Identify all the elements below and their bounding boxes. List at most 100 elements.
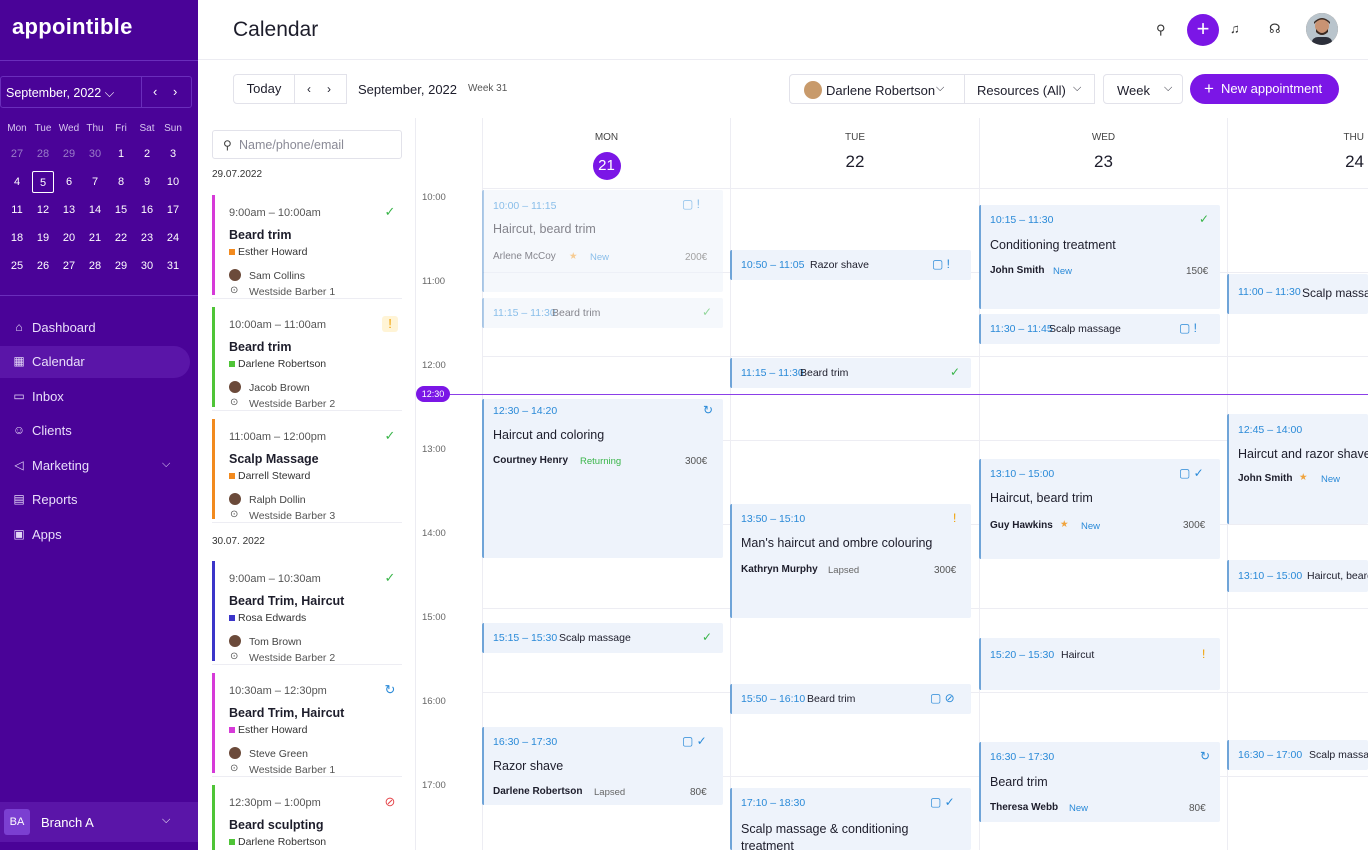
event-card[interactable]: 11:15 – 11:30 Beard trim ✓: [730, 358, 971, 388]
chevron-left-icon[interactable]: ‹: [307, 82, 311, 96]
event-card[interactable]: 15:15 – 15:30 Scalp massage ✓: [482, 623, 723, 653]
card-time: 12:30pm – 1:00pm: [229, 797, 321, 809]
appointment-card[interactable]: 11:00am – 12:00pm ✓ Scalp Massage Darrell S…: [212, 419, 402, 523]
search-icon[interactable]: ⚲: [1156, 22, 1166, 37]
card-client: Jacob Brown: [249, 382, 310, 394]
mini-calendar-day[interactable]: 16: [140, 204, 154, 216]
nav-marketing[interactable]: ◁ Marketing ⌵: [0, 450, 190, 482]
appointment-card[interactable]: 9:00am – 10:30am ✓ Beard Trim, Haircut Rosa…: [212, 561, 402, 665]
event-card[interactable]: 13:50 – 15:10 ! Man's haircut and ombre …: [730, 504, 971, 618]
mini-month-select[interactable]: September, 2022 ⌵: [6, 86, 114, 101]
event-card[interactable]: 15:20 – 15:30 Haircut !: [979, 638, 1220, 690]
nav-apps[interactable]: ▣ Apps: [0, 519, 190, 551]
app-logo[interactable]: appointible: [12, 14, 133, 39]
mini-calendar-day[interactable]: 20: [62, 232, 76, 244]
nav-inbox[interactable]: ▭ Inbox: [0, 381, 190, 413]
mini-calendar-day[interactable]: 3: [169, 148, 177, 160]
mini-calendar-day[interactable]: 1: [117, 148, 125, 160]
mini-calendar-day[interactable]: 30: [140, 260, 154, 272]
mini-calendar-day[interactable]: 2: [143, 148, 151, 160]
event-card[interactable]: 11:30 – 11:45 Scalp massage ▢ !: [979, 314, 1220, 344]
mini-calendar-day[interactable]: 13: [62, 204, 76, 216]
mini-calendar-day[interactable]: 26: [36, 260, 50, 272]
mini-calendar-day[interactable]: 29: [62, 148, 76, 160]
mini-calendar-day[interactable]: 31: [166, 260, 180, 272]
add-button[interactable]: +: [1187, 14, 1219, 46]
mini-calendar-day[interactable]: 8: [117, 176, 125, 188]
event-time: 16:30 – 17:30: [493, 736, 558, 748]
mini-calendar-day[interactable]: 25: [10, 260, 24, 272]
divider: [0, 295, 198, 296]
headset-icon[interactable]: ☊: [1269, 21, 1281, 36]
event-card[interactable]: 16:30 – 17:00 Scalp massage: [1227, 740, 1368, 770]
appointment-card[interactable]: 12:30pm – 1:00pm ⊘ Beard sculpting Darlene …: [212, 785, 402, 850]
nav-calendar[interactable]: ▦ Calendar: [0, 346, 190, 378]
mini-calendar-day[interactable]: 30: [88, 148, 102, 160]
mini-calendar-day[interactable]: 17: [166, 204, 180, 216]
mini-calendar-day[interactable]: 14: [88, 204, 102, 216]
event-card[interactable]: 12:45 – 14:00 Haircut and razor shave Jo…: [1227, 414, 1368, 524]
view-select[interactable]: Week ⌵: [1103, 74, 1183, 104]
mini-calendar-day[interactable]: 6: [65, 176, 73, 188]
location-pin-icon: ⊙: [230, 509, 239, 520]
mini-calendar-day[interactable]: 9: [143, 176, 151, 188]
mini-calendar-day[interactable]: 24: [166, 232, 180, 244]
mini-calendar-day[interactable]: 7: [91, 176, 99, 188]
resources-select[interactable]: Resources (All) ⌵: [965, 74, 1095, 104]
appointment-card[interactable]: 10:00am – 11:00am! Beard trim Darlene Robe…: [212, 307, 402, 411]
mini-calendar-day[interactable]: 22: [114, 232, 128, 244]
branch-selector[interactable]: BA Branch A ⌵: [0, 802, 198, 842]
event-card[interactable]: 10:00 – 11:15 ▢ ! Haircut, beard trim Ar…: [482, 190, 723, 292]
calendar-icon: ▦: [13, 354, 25, 368]
sync-icon: ↻: [1200, 749, 1211, 763]
event-card[interactable]: 10:50 – 11:05 Razor shave ▢ !: [730, 250, 971, 280]
event-card[interactable]: 12:30 – 14:20 ↻ Haircut and coloring Cou…: [482, 399, 723, 558]
mini-prev-icon[interactable]: ‹: [153, 84, 158, 99]
nav-clients[interactable]: ☺ Clients: [0, 415, 190, 447]
mini-calendar-day[interactable]: 15: [114, 204, 128, 216]
bell-icon[interactable]: ♫: [1230, 21, 1240, 36]
event-card[interactable]: 16:30 – 17:30 ▢ ✓ Razor shave Darlene Ro…: [482, 727, 723, 805]
mini-next-icon[interactable]: ›: [173, 84, 178, 99]
search-input[interactable]: [239, 135, 399, 155]
mini-calendar-day[interactable]: 28: [36, 148, 50, 160]
mini-calendar-day[interactable]: 19: [36, 232, 50, 244]
event-title: Man's haircut and ombre colouring: [741, 536, 933, 550]
mini-calendar-day[interactable]: 4: [13, 176, 21, 188]
chevron-right-icon[interactable]: ›: [327, 82, 331, 96]
mini-calendar-day[interactable]: 18: [10, 232, 24, 244]
event-card[interactable]: 13:10 – 15:00 Haircut, beard trim: [1227, 560, 1368, 592]
staff-select[interactable]: Darlene Robertson ⌵: [789, 74, 965, 104]
event-card[interactable]: 13:10 – 15:00 ▢ ✓ Haircut, beard trim Gu…: [979, 459, 1220, 559]
today-button[interactable]: Today: [233, 74, 295, 104]
nav-dashboard[interactable]: ⌂ Dashboard: [0, 312, 190, 344]
mini-calendar-day[interactable]: 10: [166, 176, 180, 188]
mini-calendar-day[interactable]: 27: [62, 260, 76, 272]
event-card[interactable]: 10:15 – 11:30 ✓ Conditioning treatment J…: [979, 205, 1220, 309]
event-client: Kathryn Murphy: [741, 564, 818, 575]
event-card[interactable]: 11:00 – 11:30 Scalp massage: [1227, 274, 1368, 314]
mini-calendar-day[interactable]: 5: [32, 171, 54, 193]
mini-calendar-day[interactable]: 11: [11, 204, 23, 216]
divider: [0, 60, 198, 61]
chevron-down-icon[interactable]: ⌵: [162, 458, 171, 470]
appointment-card[interactable]: 10:30am – 12:30pm ↻ Beard Trim, Haircut Est…: [212, 673, 402, 777]
event-time: 11:30 – 11:45: [990, 323, 1053, 335]
mini-calendar-day[interactable]: 23: [140, 232, 154, 244]
mini-calendar-day[interactable]: 29: [114, 260, 128, 272]
mini-calendar-day[interactable]: 27: [10, 148, 24, 160]
new-appointment-button[interactable]: + New appointment: [1190, 74, 1339, 104]
nav-reports[interactable]: ▤ Reports: [0, 484, 190, 516]
user-avatar[interactable]: [1306, 13, 1338, 45]
appointment-card[interactable]: 9:00am – 10:00am ✓ Beard trim Esther Howard…: [212, 195, 402, 299]
event-client: John Smith: [990, 265, 1045, 276]
event-card[interactable]: 16:30 – 17:30 ↻ Beard trim Theresa Webb …: [979, 742, 1220, 822]
mini-calendar-day[interactable]: 12: [36, 204, 50, 216]
mini-calendar-day[interactable]: 21: [88, 232, 102, 244]
event-card[interactable]: 11:15 – 11:30 Beard trim ✓: [482, 298, 723, 328]
client-avatar: [229, 493, 241, 505]
nav-label: Reports: [32, 492, 78, 507]
mini-calendar-day[interactable]: 28: [88, 260, 102, 272]
event-card[interactable]: 17:10 – 18:30 ▢ ✓ Scalp massage & condit…: [730, 788, 971, 850]
event-card[interactable]: 15:50 – 16:10 Beard trim ▢ ⊘: [730, 684, 971, 714]
